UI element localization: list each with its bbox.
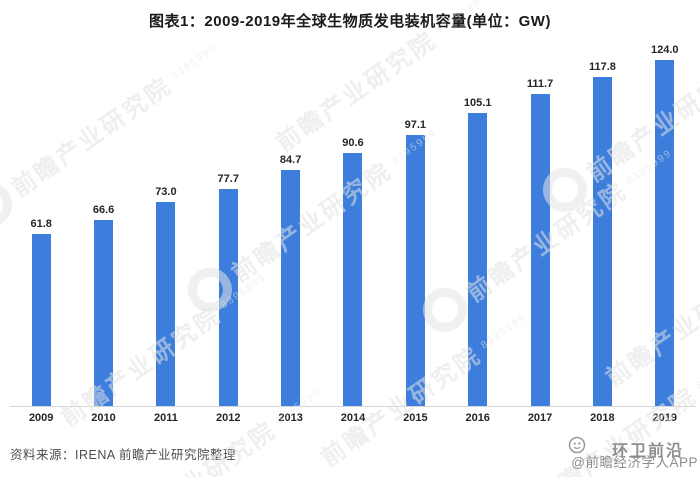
year-label: 2013 (278, 412, 303, 424)
bar (156, 202, 176, 406)
bar-column-2012: 77.7 (197, 40, 259, 406)
bar (343, 153, 363, 406)
x-axis-labels: 2009 2010 2011 2012 2013 2014 2015 2016 2017 2018… (10, 412, 696, 424)
year-label: 2015 (403, 412, 428, 424)
year-label: 2012 (216, 412, 241, 424)
year-label: 2014 (340, 412, 366, 424)
brand-name: @前瞻经济学人APP (571, 455, 698, 470)
bar-column-2015: 97.1 (384, 40, 446, 406)
year-label: 2019 (652, 412, 678, 424)
bar-value-label: 90.6 (342, 137, 364, 150)
bar-column-2011: 73.0 (135, 40, 197, 406)
bar (592, 77, 612, 406)
bar-value-label: 84.7 (279, 153, 302, 166)
brand-area: 环卫前沿 @前瞻经济学人APP (498, 434, 698, 474)
bar (31, 233, 51, 406)
bar-column-2013: 84.7 (259, 40, 321, 406)
bar-column-2016: 105.1 (447, 40, 509, 406)
bar-chart-plot: 61.8 66.6 73.0 77.7 84.7 90.6 97.1 105.1 111.7 11… (10, 40, 696, 406)
bar-value-label: 117.8 (588, 61, 616, 74)
year-label: 2010 (91, 412, 116, 424)
overlay-brand-name: 环卫前沿 (611, 443, 684, 460)
bar (281, 169, 301, 406)
bar-value-label: 97.1 (404, 119, 427, 132)
x-axis-line (10, 406, 696, 407)
bar-value-label: 66.6 (92, 204, 115, 217)
bar (468, 112, 488, 406)
overlay-brand-logo-icon (568, 436, 586, 454)
bar-column-2010: 66.6 (72, 40, 134, 406)
bar-value-label: 124.0 (651, 44, 679, 56)
year-label: 2017 (527, 412, 553, 424)
bar (655, 60, 675, 406)
bar-value-label: 73.0 (155, 186, 177, 199)
bar-column-2017: 111.7 (509, 40, 571, 406)
year-label: 2018 (590, 412, 615, 424)
bar-column-2019: 124.0 (634, 40, 696, 406)
bar-column-2014: 90.6 (322, 40, 384, 406)
bar (218, 189, 238, 406)
bar (405, 135, 425, 406)
bar (94, 220, 114, 406)
bar-value-label: 105.1 (463, 96, 492, 109)
bar-value-label: 77.7 (217, 173, 239, 186)
chart-title: 图表1：2009-2019年全球生物质发电装机容量(单位：GW) (149, 13, 551, 30)
bar-value-label: 61.8 (30, 217, 52, 230)
bar-column-2018: 117.8 (571, 40, 633, 406)
bar-value-label: 111.7 (526, 78, 554, 91)
source-note: 资料来源：IRENA 前瞻产业研究院整理 (10, 448, 236, 462)
year-label: 2016 (465, 412, 490, 424)
bar-column-2009: 61.8 (10, 40, 72, 406)
bar (530, 94, 550, 406)
year-label: 2011 (153, 412, 178, 424)
year-label: 2009 (28, 412, 54, 424)
